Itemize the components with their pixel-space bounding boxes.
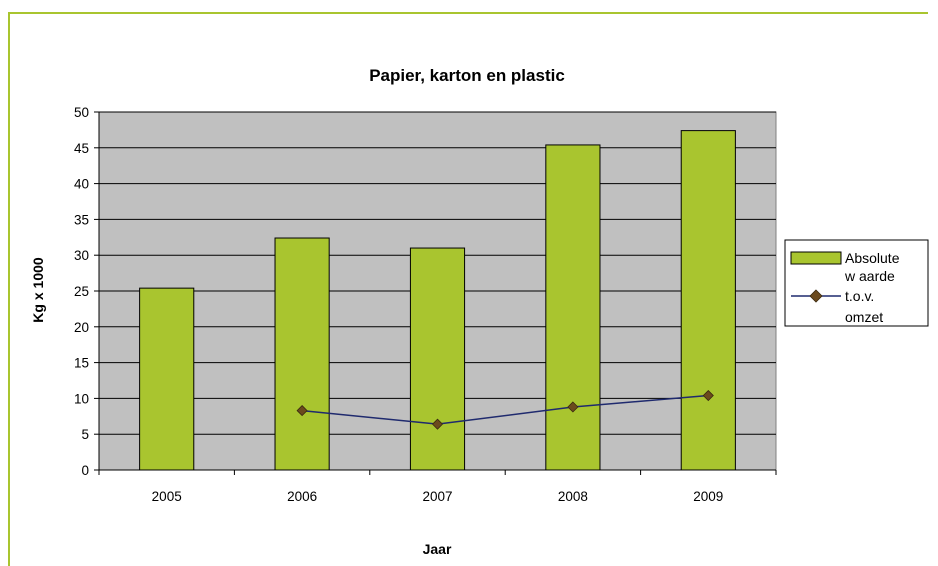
x-tick-label: 2007: [422, 489, 452, 504]
legend-bar-label-line2: w aarde: [844, 268, 895, 284]
x-axis-label: Jaar: [423, 541, 452, 557]
x-tick-label: 2009: [693, 489, 723, 504]
bar-series: [139, 130, 736, 471]
series-line: [302, 394, 709, 425]
bar: [680, 130, 736, 471]
line-marker: [567, 401, 579, 413]
bar: [139, 287, 195, 471]
chart-title: Papier, karton en plastic: [369, 66, 565, 85]
y-tick-label: 45: [74, 141, 89, 156]
legend-line-marker: [809, 289, 823, 303]
line-marker: [296, 405, 308, 417]
line-marker: [702, 389, 714, 402]
legend-bar-swatch: [790, 251, 842, 265]
y-tick-label: 50: [74, 105, 89, 120]
y-tick-label: 30: [74, 248, 89, 263]
y-axis-ticks: 0 5 10 15 20 25 30 35 40 45 50: [74, 105, 99, 478]
bar: [545, 144, 601, 471]
chart-frame: [8, 12, 928, 566]
y-tick-label: 35: [74, 212, 89, 227]
y-tick-label: 40: [74, 177, 89, 192]
x-axis-ticks: 2005 2006 2007 2008 2009: [98, 470, 777, 504]
y-tick-label: 15: [74, 356, 89, 371]
y-tick-label: 10: [74, 391, 89, 406]
legend: Absolute w aarde t.o.v. omzet: [784, 239, 929, 327]
legend-bar-label-line1: Absolute: [845, 250, 900, 266]
y-tick-label: 5: [81, 427, 89, 442]
x-tick-label: 2006: [287, 489, 317, 504]
y-tick-label: 25: [74, 284, 89, 299]
x-tick-label: 2005: [152, 489, 182, 504]
y-tick-label: 20: [74, 320, 89, 335]
y-tick-label: 0: [81, 463, 89, 478]
bar: [274, 237, 330, 471]
bar: [409, 247, 466, 471]
line-marker: [431, 418, 444, 430]
legend-box: [784, 239, 929, 327]
x-tick-label: 2008: [558, 489, 588, 504]
y-axis-label: Kg x 1000: [30, 257, 46, 323]
legend-line-label-line2: omzet: [845, 309, 883, 325]
line-series: [296, 389, 714, 430]
legend-line-label-line1: t.o.v.: [845, 288, 874, 304]
